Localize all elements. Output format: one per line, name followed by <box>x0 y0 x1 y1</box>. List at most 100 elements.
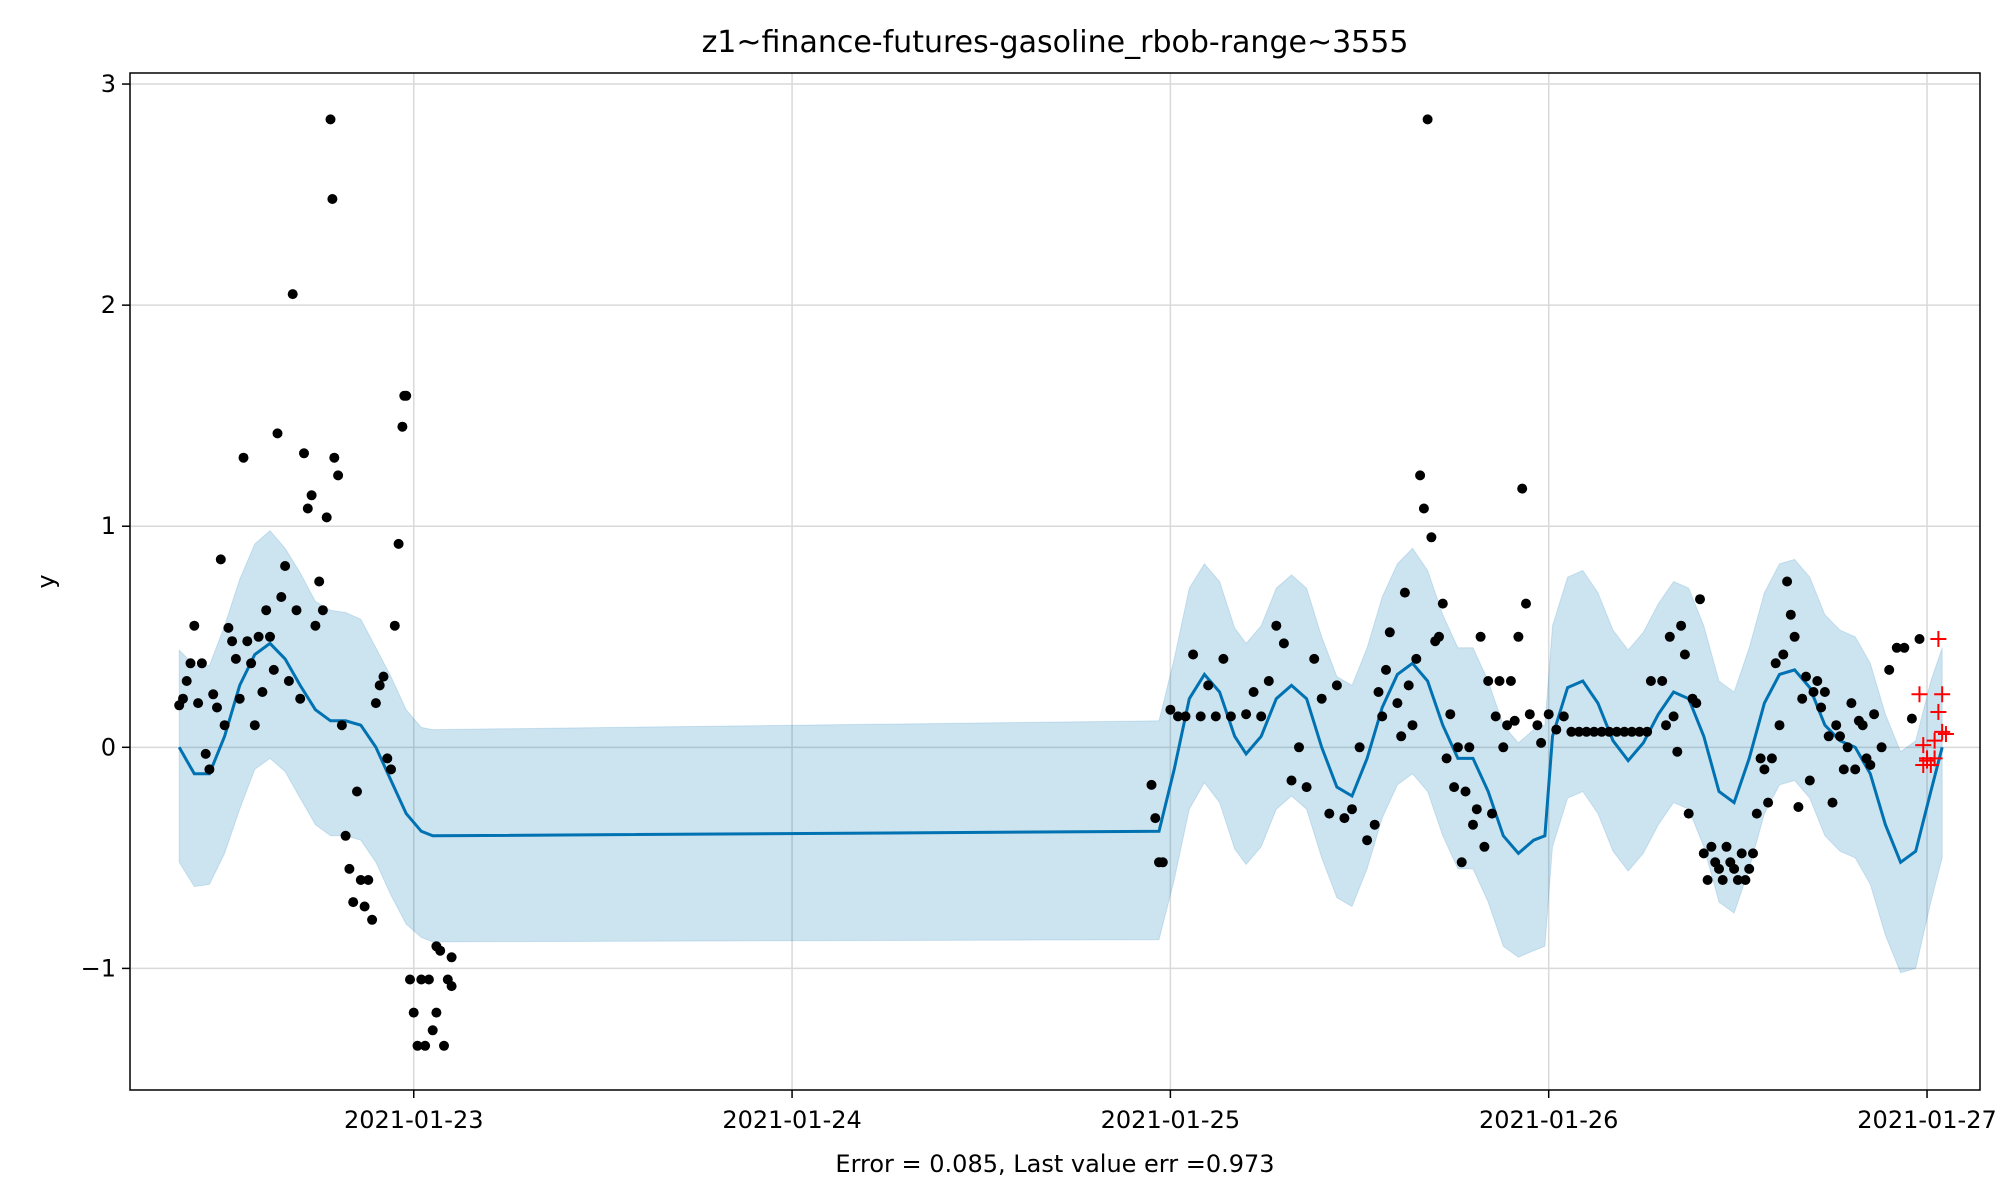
observed-point <box>314 576 325 587</box>
observed-point <box>333 470 344 481</box>
observed-point <box>363 875 374 885</box>
observed-point <box>329 452 340 463</box>
observed-point <box>1157 857 1168 868</box>
observed-point <box>1452 742 1463 753</box>
future-point <box>1915 737 1932 754</box>
observed-point <box>1509 715 1520 726</box>
observed-point <box>1558 711 1569 722</box>
observed-point <box>1566 726 1577 737</box>
observed-point <box>1146 779 1157 790</box>
observed-point <box>1755 753 1766 764</box>
observed-point <box>408 1007 419 1018</box>
observed-point <box>336 720 347 731</box>
observed-point <box>431 941 442 952</box>
observed-point <box>208 689 219 700</box>
observed-point <box>1426 532 1437 543</box>
observed-point <box>1698 848 1709 859</box>
observed-point <box>340 830 351 841</box>
observed-point <box>431 1007 442 1018</box>
observed-point <box>185 658 196 669</box>
observed-point <box>227 636 238 647</box>
observed-point <box>246 658 257 669</box>
observed-point <box>1173 711 1183 722</box>
observed-point <box>412 1040 423 1051</box>
observed-point <box>1411 653 1422 664</box>
observed-point <box>1763 797 1774 808</box>
observed-point <box>1437 598 1448 609</box>
forecast-line-group <box>177 641 1944 865</box>
observed-point <box>1203 680 1214 691</box>
x-axis-label: Error = 0.085, Last value err =0.973 <box>835 1150 1274 1178</box>
observed-point <box>1611 726 1622 737</box>
observed-point <box>1672 746 1683 757</box>
observed-point <box>1456 857 1467 868</box>
observed-point <box>446 981 457 992</box>
observed-point <box>420 1040 431 1051</box>
observed-point <box>1819 687 1830 697</box>
observed-point <box>253 631 264 642</box>
observed-point <box>359 901 370 912</box>
observed-point <box>1869 709 1880 720</box>
observed-point <box>1271 620 1282 631</box>
observed-point <box>1524 709 1535 720</box>
observed-point <box>427 1025 438 1036</box>
y-axis-label: y <box>32 574 60 588</box>
observed-point <box>291 605 302 616</box>
observed-point <box>1494 676 1505 686</box>
observed-point <box>1626 726 1637 737</box>
observed-point <box>1418 503 1429 514</box>
x-tick-label: 2021-01-25 <box>1101 1106 1240 1134</box>
observed-point <box>1498 742 1509 753</box>
observed-point <box>1850 764 1861 775</box>
observed-point <box>1604 726 1615 737</box>
observed-point <box>1331 680 1342 691</box>
observed-point <box>268 664 279 675</box>
observed-point <box>1505 676 1516 686</box>
observed-point <box>1906 713 1917 724</box>
observed-point <box>215 554 226 565</box>
y-tick-label: 0 <box>101 733 116 761</box>
observed-point <box>1838 764 1849 775</box>
observed-point <box>423 974 434 985</box>
observed-point <box>1286 775 1297 786</box>
observed-point <box>261 605 272 616</box>
observed-point <box>1543 709 1554 720</box>
observed-point <box>1188 649 1199 660</box>
observed-point <box>181 676 192 686</box>
observed-point <box>370 698 381 709</box>
observed-point <box>397 421 408 432</box>
observed-point <box>1766 753 1777 764</box>
observed-point <box>1475 631 1486 642</box>
future-point <box>1926 732 1943 749</box>
observed-point <box>1808 687 1819 697</box>
observed-point <box>242 636 253 647</box>
observed-point <box>280 561 291 571</box>
chart-title: z1~finance-futures-gasoline_rbob-range~3… <box>702 25 1409 60</box>
observed-point <box>1729 863 1740 874</box>
observed-point <box>1634 726 1645 737</box>
observed-point <box>178 693 188 704</box>
observed-point <box>1479 841 1490 852</box>
observed-point <box>352 786 362 797</box>
observed-point <box>1517 483 1528 494</box>
observed-point <box>439 1040 449 1051</box>
observed-point <box>1278 638 1289 649</box>
observed-point <box>1381 664 1391 675</box>
observed-point <box>1816 702 1827 713</box>
plot-frame <box>129 72 1981 1091</box>
observed-point <box>1316 693 1327 704</box>
uncertainty-band <box>178 529 1943 974</box>
observed-point <box>223 622 234 633</box>
observed-point <box>1513 631 1524 642</box>
observed-point <box>1294 742 1304 753</box>
observed-point <box>295 693 306 704</box>
observed-point <box>1471 804 1482 815</box>
observed-point <box>1785 609 1796 620</box>
observed-point <box>401 390 412 401</box>
observed-point <box>389 620 400 631</box>
observed-point <box>1596 726 1607 737</box>
y-tick-label: −1 <box>81 954 116 982</box>
observed-point <box>310 620 321 631</box>
observed-point <box>1797 693 1808 704</box>
x-tick-label: 2021-01-23 <box>344 1106 483 1134</box>
